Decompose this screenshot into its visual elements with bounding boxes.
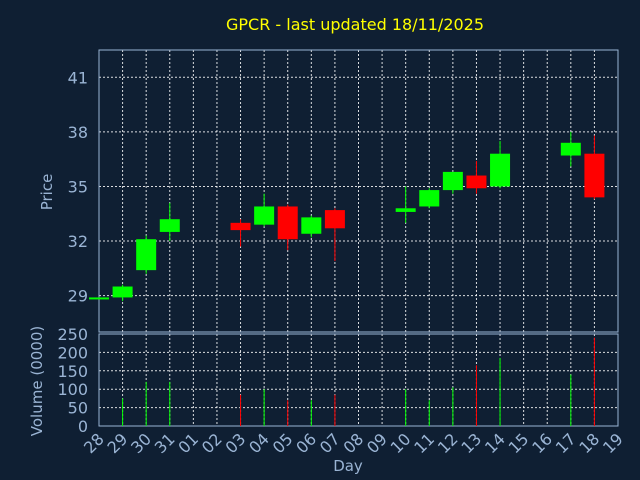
candle-body xyxy=(419,190,440,207)
candle-body xyxy=(442,171,463,191)
price-candles xyxy=(89,131,605,302)
candle-body xyxy=(324,210,345,229)
candle-body xyxy=(277,206,298,240)
candle-body xyxy=(230,222,251,231)
day-tick-label: 19 xyxy=(599,429,627,457)
candle-body xyxy=(254,206,275,225)
volume-panel-frame xyxy=(98,333,619,427)
candle-body xyxy=(301,217,322,234)
volume-bars xyxy=(122,337,595,426)
day-axis-ticks: 2829303101020304050607080910111213141516… xyxy=(80,429,627,457)
price-tick-label: 35 xyxy=(68,177,88,196)
candle-body xyxy=(560,142,581,156)
volume-tick-label: 0 xyxy=(78,417,88,436)
volume-tick-label: 100 xyxy=(57,380,88,399)
price-tick-label: 32 xyxy=(68,232,88,251)
x-axis-label: Day xyxy=(333,457,363,475)
price-panel-frame xyxy=(98,49,619,333)
volume-tick-label: 250 xyxy=(57,325,88,344)
price-gridlines xyxy=(98,50,619,332)
volume-axis-label: Volume (0000) xyxy=(28,326,46,436)
candle-body xyxy=(584,153,605,198)
candle-body xyxy=(395,208,416,212)
volume-tick-label: 150 xyxy=(57,362,88,381)
price-tick-label: 29 xyxy=(68,287,88,306)
candle-body xyxy=(490,153,511,187)
candle-body xyxy=(89,297,109,300)
candle-body xyxy=(159,219,180,232)
price-axis-ticks: 29 32 35 38 41 xyxy=(68,68,88,305)
chart-title: GPCR - last updated 18/11/2025 xyxy=(226,15,484,34)
candle-body xyxy=(136,239,157,271)
price-axis-label: Price xyxy=(38,174,56,211)
volume-gridlines xyxy=(98,334,619,426)
price-tick-label: 38 xyxy=(68,123,88,142)
volume-tick-label: 50 xyxy=(68,399,88,418)
price-tick-label: 41 xyxy=(68,68,88,87)
candle-body xyxy=(112,286,133,298)
volume-tick-label: 200 xyxy=(57,343,88,362)
candle-body xyxy=(466,175,487,189)
